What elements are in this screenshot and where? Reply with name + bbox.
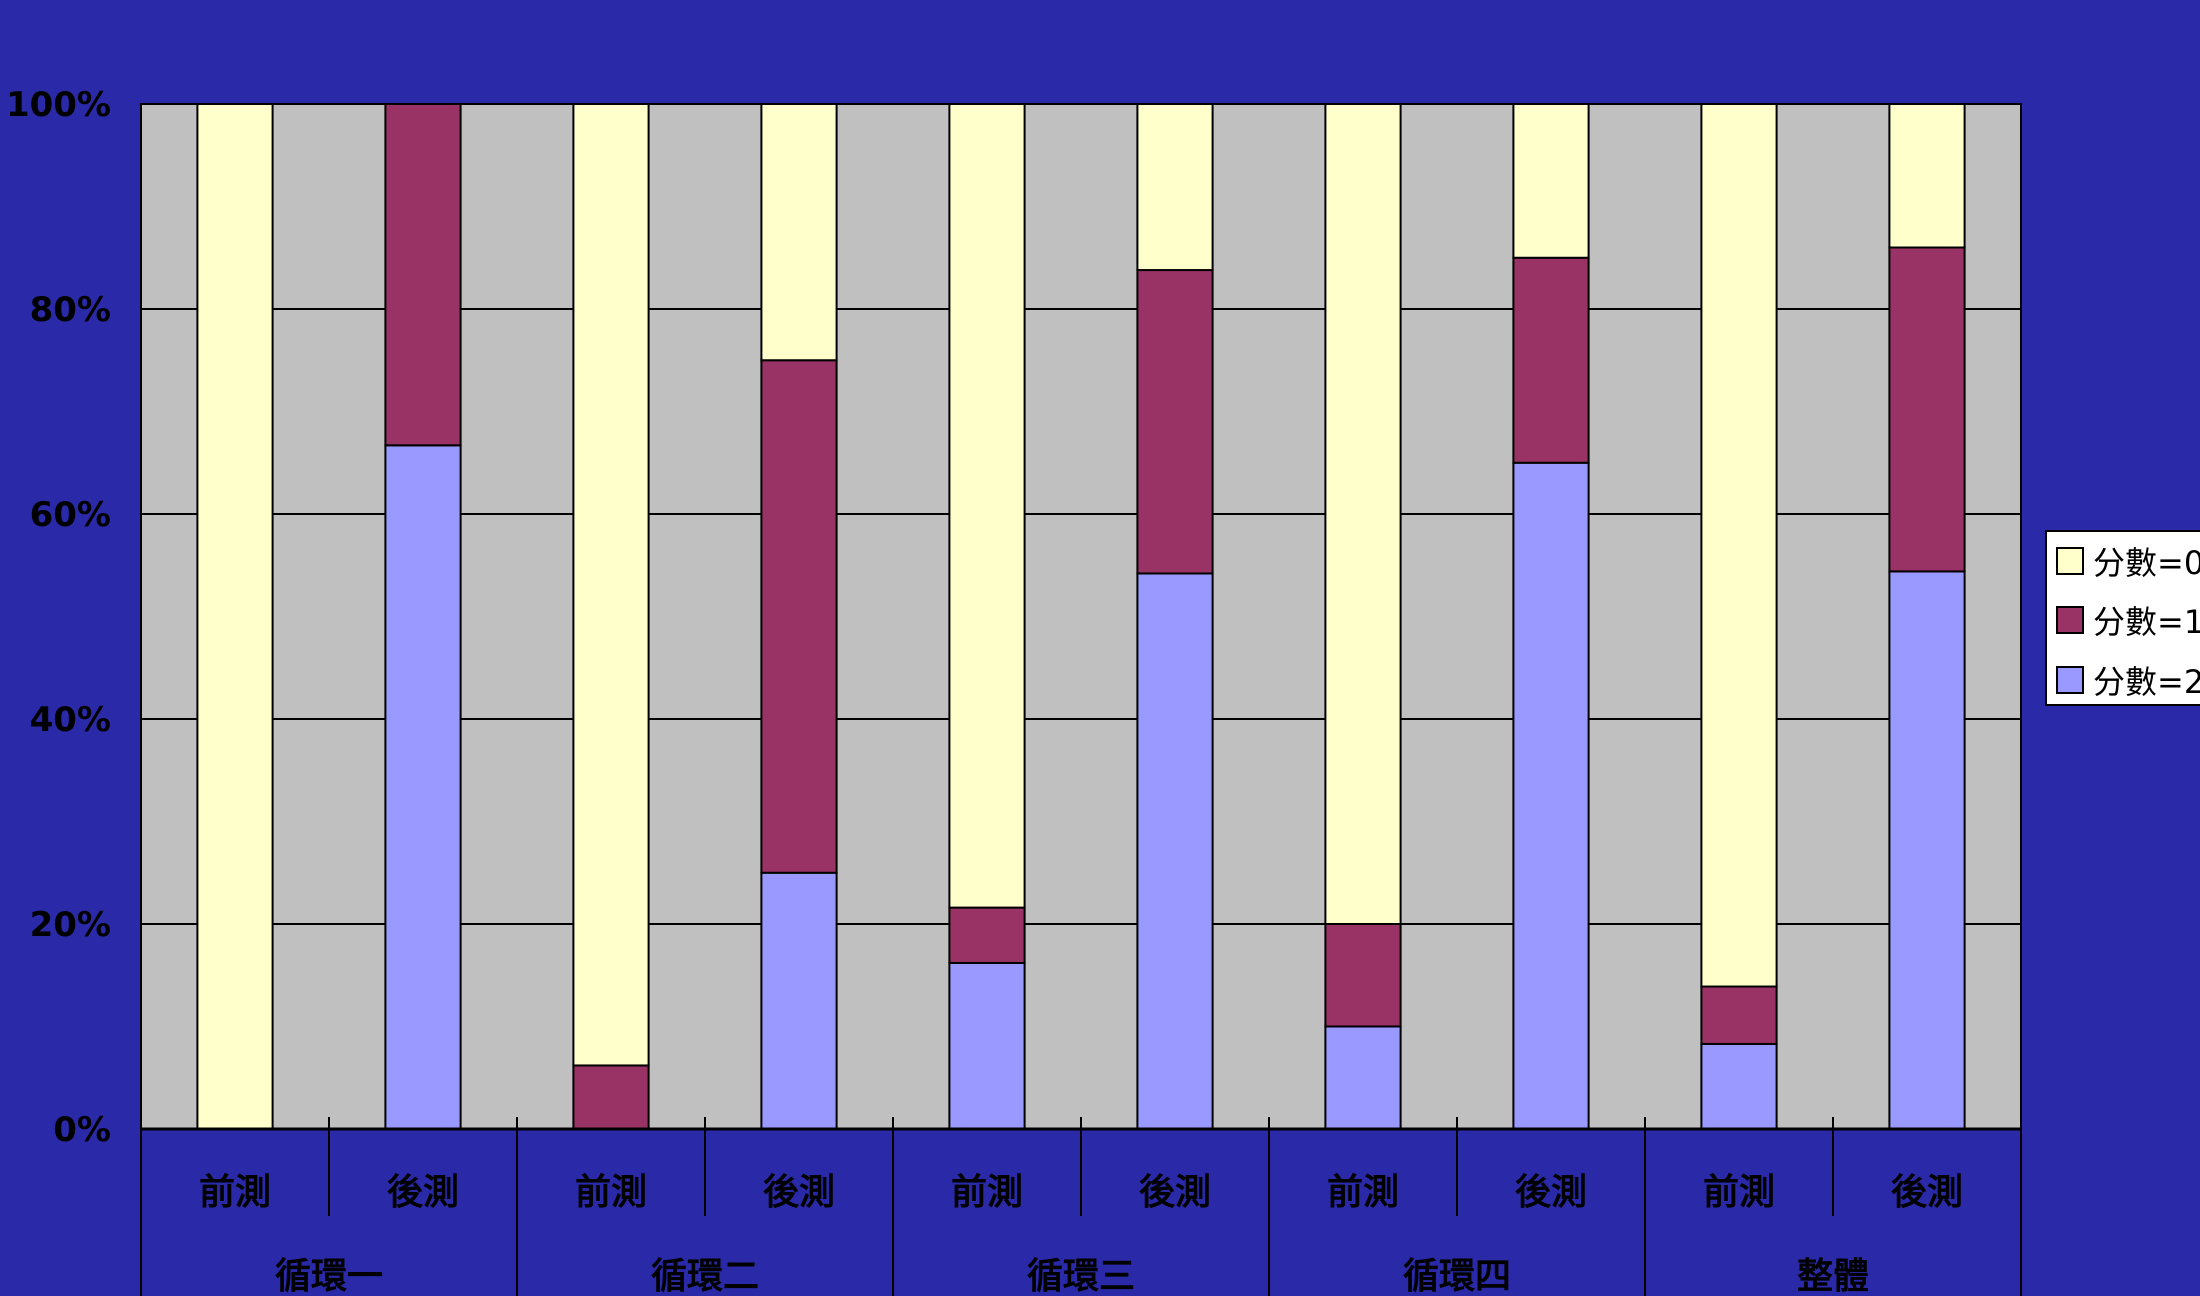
bar-segment-score-2 <box>1512 461 1590 1130</box>
bar-segment-score-1 <box>1512 256 1590 464</box>
bar-segment-score-0 <box>1324 103 1402 925</box>
x-category-label: 後測 <box>1891 1172 1963 1213</box>
bar-segment-score-1 <box>1888 246 1966 573</box>
x-category-label: 前測 <box>575 1172 647 1213</box>
bar-segment-score-0 <box>196 103 274 1130</box>
y-tick-label: 40% <box>30 700 111 740</box>
bar-segment-score-0 <box>948 103 1026 909</box>
bars <box>196 103 1966 1131</box>
legend-label-score-0: 分數=0 <box>2093 544 2200 582</box>
bar-segment-score-1 <box>760 359 838 874</box>
x-category-label: 後測 <box>387 1172 459 1213</box>
y-tick-label: 20% <box>30 905 111 945</box>
bar-segment-score-2 <box>384 444 462 1130</box>
legend-label-score-2: 分數=2 <box>2093 663 2200 701</box>
legend-label-score-1: 分數=1 <box>2093 603 2200 641</box>
x-category-label: 後測 <box>763 1172 835 1213</box>
bar-segment-score-0 <box>1512 103 1590 259</box>
bar-segment-score-1 <box>1324 923 1402 1028</box>
y-tick-label: 60% <box>30 495 111 535</box>
bar-segment-score-1 <box>948 906 1026 964</box>
x-category-label: 前測 <box>951 1172 1023 1213</box>
x-category-label: 前測 <box>199 1172 271 1213</box>
x-group-label: 循環二 <box>651 1256 759 1296</box>
bar-segment-score-1 <box>1700 985 1778 1045</box>
bar-segment-score-0 <box>1136 103 1214 272</box>
bar-segment-score-2 <box>1324 1025 1402 1130</box>
x-group-label: 整體 <box>1797 1256 1869 1296</box>
bar-segment-score-0 <box>760 103 838 362</box>
bar-segment-score-0 <box>1700 103 1778 988</box>
x-group-label: 循環一 <box>275 1256 383 1296</box>
legend: 分數=0 分數=1 分數=2 <box>2045 530 2200 706</box>
bar-segment-score-2 <box>1136 572 1214 1130</box>
x-group-label: 循環三 <box>1027 1256 1135 1296</box>
x-category-label: 前測 <box>1703 1172 1775 1213</box>
y-tick-label: 100% <box>6 85 111 125</box>
bar-segment-score-1 <box>572 1064 650 1130</box>
bar-segment-score-2 <box>1700 1042 1778 1131</box>
y-tick-label: 0% <box>53 1110 111 1150</box>
bar-segment-score-1 <box>384 103 462 447</box>
y-axis-tick-labels: 0% 20% 40% 60% 80% 100% <box>6 85 111 1150</box>
legend-swatch-score-2 <box>2056 666 2084 694</box>
bar-segment-score-2 <box>1888 570 1966 1130</box>
x-category-label: 後測 <box>1515 1172 1587 1213</box>
bar-segment-score-2 <box>760 871 838 1130</box>
bar-segment-score-2 <box>948 961 1026 1131</box>
x-group-label: 循環四 <box>1403 1256 1511 1296</box>
bar-segment-score-1 <box>1136 269 1214 575</box>
y-tick-label: 80% <box>30 290 111 330</box>
x-category-label: 後測 <box>1139 1172 1211 1213</box>
bar-segment-score-0 <box>572 103 650 1067</box>
x-category-label: 前測 <box>1327 1172 1399 1213</box>
bar-segment-score-0 <box>1888 103 1966 249</box>
legend-swatch-score-0 <box>2056 547 2084 575</box>
legend-swatch-score-1 <box>2056 606 2084 634</box>
